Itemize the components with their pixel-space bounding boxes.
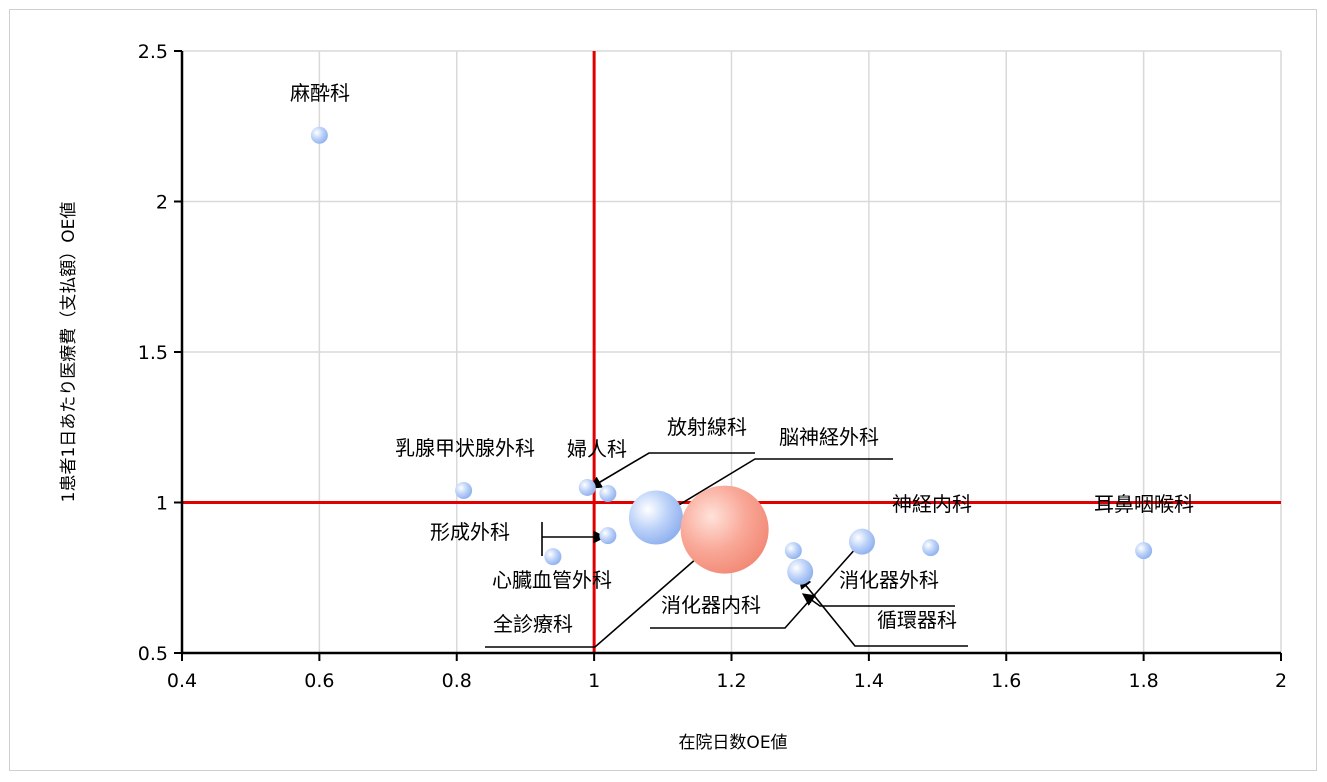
point-label: 消化器外科 bbox=[839, 568, 939, 592]
y-tick-label: 1.5 bbox=[138, 342, 168, 364]
y-tick-label: 0.5 bbox=[138, 643, 168, 665]
leader-line bbox=[485, 530, 729, 648]
data-point bbox=[680, 485, 769, 574]
point-label: 婦人科 bbox=[567, 437, 627, 461]
point-label: 形成外科 bbox=[430, 520, 510, 544]
data-point bbox=[784, 542, 802, 560]
point-label: 全診療科 bbox=[493, 612, 573, 636]
data-point bbox=[455, 481, 473, 499]
data-point bbox=[849, 528, 876, 555]
y-axis-title: 1患者1日あたり医療費（支払額）OE値 bbox=[59, 202, 79, 503]
x-tick-label: 1.4 bbox=[854, 670, 884, 692]
point-label: 放射線科 bbox=[667, 415, 747, 439]
data-point bbox=[787, 558, 814, 585]
point-label: 麻酔科 bbox=[290, 81, 350, 105]
x-tick-label: 2 bbox=[1275, 670, 1287, 692]
y-tick-label: 2 bbox=[156, 192, 168, 214]
leader-line bbox=[798, 576, 968, 647]
data-point bbox=[578, 478, 596, 496]
x-tick-label: 1.2 bbox=[716, 670, 746, 692]
data-point bbox=[628, 490, 683, 545]
x-tick-label: 0.4 bbox=[167, 670, 197, 692]
data-point bbox=[310, 126, 328, 144]
data-point bbox=[599, 527, 617, 545]
x-tick-label: 1 bbox=[588, 670, 600, 692]
point-label: 心臓血管外科 bbox=[492, 568, 612, 592]
point-label: 脳神経外科 bbox=[779, 425, 879, 449]
x-axis-title: 在院日数OE値 bbox=[678, 733, 787, 753]
chart-frame bbox=[9, 9, 1317, 771]
x-tick-label: 0.8 bbox=[442, 670, 472, 692]
y-tick-label: 1 bbox=[156, 493, 168, 515]
x-tick-label: 1.6 bbox=[991, 670, 1021, 692]
data-point bbox=[599, 484, 617, 502]
point-label: 神経内科 bbox=[892, 492, 972, 516]
data-point bbox=[1135, 542, 1153, 560]
data-point bbox=[544, 548, 562, 566]
leader-line bbox=[588, 452, 755, 489]
data-point bbox=[922, 539, 940, 557]
point-label: 消化器内科 bbox=[661, 593, 761, 617]
leader-line bbox=[657, 458, 893, 518]
x-tick-label: 0.6 bbox=[304, 670, 334, 692]
leader-line bbox=[801, 593, 955, 607]
leader-line bbox=[650, 537, 866, 629]
y-tick-label: 2.5 bbox=[138, 41, 168, 63]
x-tick-label: 1.8 bbox=[1129, 670, 1159, 692]
point-label: 循環器科 bbox=[877, 608, 957, 632]
point-label: 乳腺甲状腺外科 bbox=[395, 436, 535, 460]
point-label: 耳鼻咽喉科 bbox=[1094, 492, 1194, 516]
